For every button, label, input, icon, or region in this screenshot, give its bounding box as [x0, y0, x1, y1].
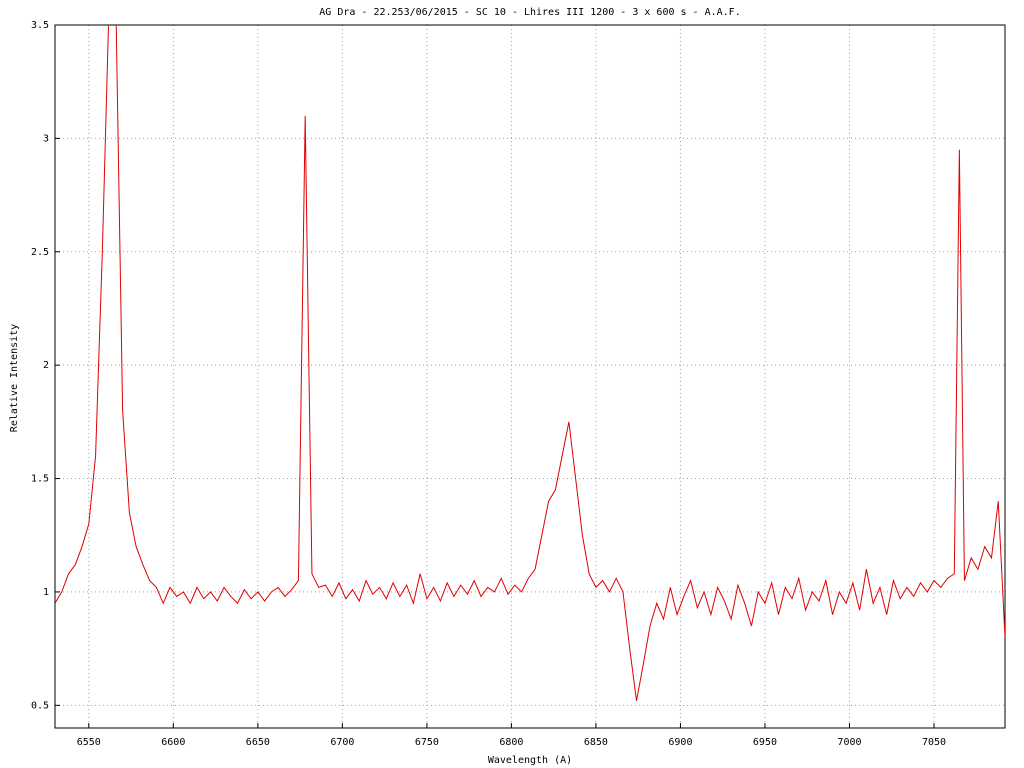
x-tick-label: 6900 — [668, 737, 692, 748]
y-axis-label: Relative Intensity — [9, 324, 20, 432]
y-tick-label: 2.5 — [31, 247, 49, 258]
x-tick-label: 6950 — [753, 737, 777, 748]
chart-title: AG Dra - 22.253/06/2015 - SC 10 - Lhires… — [319, 7, 740, 18]
x-tick-label: 7050 — [922, 737, 946, 748]
x-axis-label: Wavelength (A) — [488, 755, 572, 766]
y-tick-label: 3.5 — [31, 20, 49, 31]
x-tick-label: 6750 — [415, 737, 439, 748]
x-tick-label: 7000 — [837, 737, 861, 748]
x-tick-label: 6800 — [499, 737, 523, 748]
plot-area — [55, 25, 1005, 701]
plot-frame — [54, 24, 1006, 729]
x-tick-label: 6550 — [77, 737, 101, 748]
spectrum-line — [55, 25, 1005, 701]
y-tick-label: 1 — [43, 587, 49, 598]
x-tick-label: 6650 — [246, 737, 270, 748]
x-tick-label: 6600 — [161, 737, 185, 748]
x-tick-label: 6700 — [330, 737, 354, 748]
y-tick-label: 0.5 — [31, 700, 49, 711]
x-tick-label: 6850 — [584, 737, 608, 748]
y-tick-label: 2 — [43, 360, 49, 371]
y-tick-label: 1.5 — [31, 474, 49, 485]
y-tick-label: 3 — [43, 133, 49, 144]
